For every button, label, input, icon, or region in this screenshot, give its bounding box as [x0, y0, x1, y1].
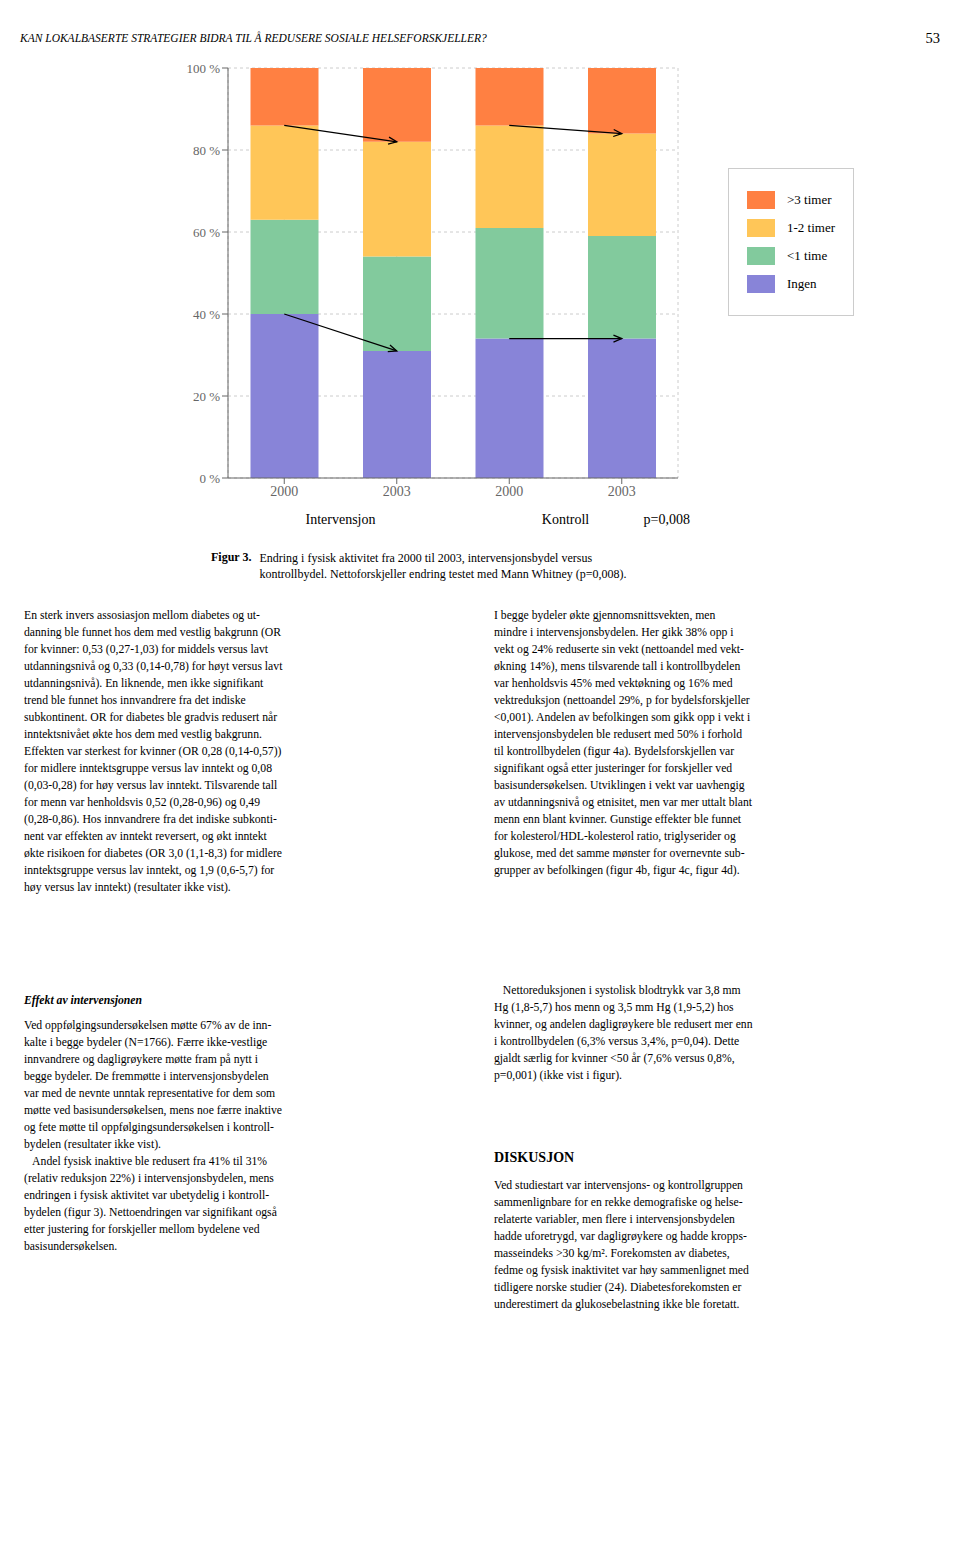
html-text:Endring i fysisk aktivitet fra: Endring i fysisk aktivitet fra 2000 til …: [259, 551, 627, 582]
html-text:Figur 3.: Figur 3.: [211, 550, 252, 564]
html-text:Intervensjon: Intervensjon: [305, 512, 376, 527]
html-text:DISKUSJON: DISKUSJON: [494, 1150, 575, 1165]
html-text:KAN LOKALBASERTE STRATEGIER BI: KAN LOKALBASERTE STRATEGIER BIDRA TIL Å …: [20, 32, 487, 44]
svg-text:0 %: 0 %: [199, 471, 220, 486]
html-text:Ved oppfølgingsundersøkelsen m: Ved oppfølgingsundersøkelsen møtte 67% a…: [24, 1019, 282, 1253]
svg-text:2003: 2003: [608, 484, 636, 499]
html-text:Effekt av intervensjonen: Effekt av intervensjonen: [24, 994, 142, 1007]
svg-text:60 %: 60 %: [193, 225, 220, 240]
html-text:>3 timer: >3 timer: [787, 192, 832, 207]
svg-text:20 %: 20 %: [193, 389, 220, 404]
svg-text:80 %: 80 %: [193, 143, 220, 158]
html-text:Ved studiestart var intervensj: Ved studiestart var intervensjons- og ko…: [494, 1179, 749, 1311]
svg-text:2000: 2000: [495, 484, 523, 499]
html-text:1-2 timer: 1-2 timer: [787, 220, 835, 235]
html-text:<1 time: <1 time: [787, 248, 828, 263]
html-text:Kontroll: Kontroll: [541, 512, 590, 527]
html-text:I begge bydeler økte gjennomsn: I begge bydeler økte gjennomsnittsvekten…: [494, 609, 752, 877]
svg-text:40 %: 40 %: [193, 307, 220, 322]
svg-text:2000: 2000: [270, 484, 298, 499]
svg-text:2003: 2003: [383, 484, 411, 499]
svg-text:100 %: 100 %: [186, 61, 220, 76]
html-text:53: 53: [925, 30, 940, 46]
html-text:Nettoreduksjonen i systolisk b: Nettoreduksjonen i systolisk blodtrykk v…: [494, 984, 753, 1082]
html-text:En sterk invers assosiasjon me: En sterk invers assosiasjon mellom diabe…: [24, 609, 283, 894]
html-text:p=0,008: p=0,008: [643, 512, 690, 527]
html-text:Ingen: Ingen: [787, 276, 817, 291]
